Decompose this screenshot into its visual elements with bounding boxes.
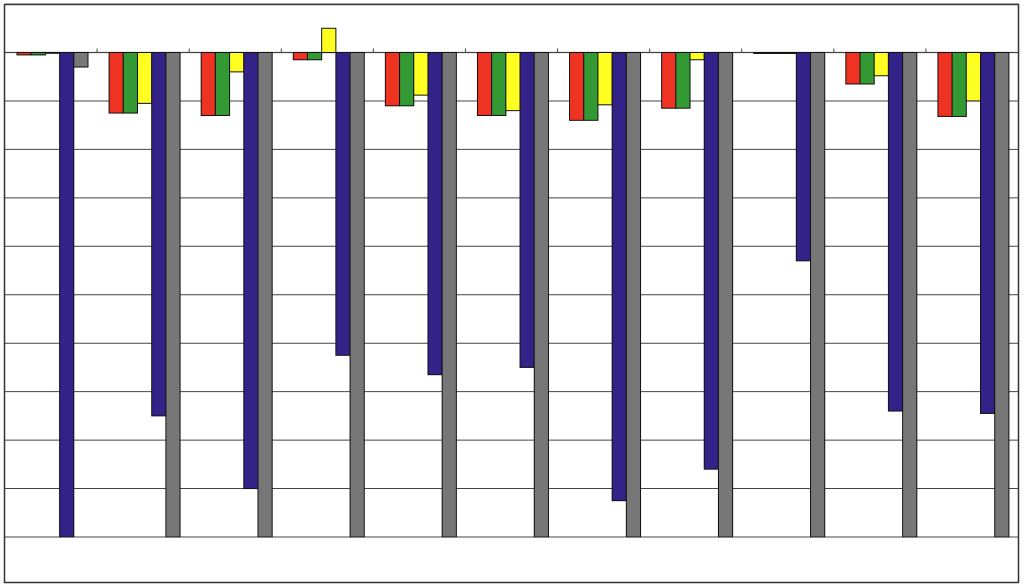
bar-4-series-2: [306, 52, 323, 61]
bar-2-series-2: [122, 52, 138, 114]
bar-8-series-5: [717, 52, 734, 538]
bar-4-series-3: [321, 27, 337, 53]
bar-9-series-3: [781, 52, 797, 54]
bar-7-series-2: [583, 52, 599, 121]
bar-7-series-3: [597, 52, 613, 106]
bar-6-series-4: [519, 52, 535, 368]
bar-8-series-2: [675, 52, 691, 109]
bar-5-series-1: [384, 52, 401, 107]
bar-11-series-3: [965, 52, 982, 102]
bar-7-series-5: [625, 52, 642, 538]
bar-1-series-5: [73, 52, 89, 68]
bar-5-series-5: [441, 52, 457, 538]
bar-11-series-2: [951, 52, 967, 117]
bars: [16, 27, 1010, 538]
bar-5-series-4: [427, 52, 443, 376]
bar-8-series-1: [661, 52, 677, 109]
bar-4-series-5: [349, 52, 365, 538]
bar-10-series-5: [902, 52, 918, 538]
bar-6-series-1: [476, 52, 493, 116]
bar-4-series-4: [335, 52, 351, 356]
bar-4-series-1: [292, 52, 308, 61]
bar-2-series-3: [136, 52, 153, 104]
bar-3-series-1: [200, 52, 216, 116]
category-ticks: [96, 48, 927, 53]
bar-3-series-4: [243, 52, 259, 490]
bar-6-series-5: [533, 52, 549, 538]
bar-6-series-3: [505, 52, 521, 112]
bar-2-series-1: [108, 52, 124, 114]
bar-10-series-3: [873, 52, 889, 77]
bar-11-series-1: [937, 52, 953, 117]
bar-5-series-2: [399, 52, 415, 107]
bar-9-series-2: [767, 52, 783, 54]
bar-1-series-2: [30, 52, 46, 56]
bar-9-series-1: [753, 52, 769, 54]
bar-8-series-3: [689, 52, 705, 61]
bar-1-series-3: [44, 52, 61, 54]
bar-7-series-1: [569, 52, 585, 121]
bar-8-series-4: [703, 52, 719, 470]
bar-10-series-2: [859, 52, 875, 85]
bar-2-series-4: [151, 52, 167, 417]
bar-5-series-3: [413, 52, 429, 96]
bar-1-series-4: [59, 52, 75, 538]
bar-6-series-2: [491, 52, 507, 116]
bar-7-series-4: [611, 52, 627, 502]
bar-10-series-4: [887, 52, 904, 412]
bar-3-series-5: [257, 52, 273, 538]
bar-11-series-5: [994, 52, 1010, 538]
bar-10-series-1: [845, 52, 861, 85]
bar-11-series-4: [980, 52, 996, 414]
bar-2-series-5: [165, 52, 181, 538]
bar-9-series-4: [795, 52, 812, 262]
bar-3-series-3: [229, 52, 245, 73]
bar-1-series-1: [16, 52, 32, 56]
bar-9-series-5: [810, 52, 826, 538]
bar-3-series-2: [214, 52, 231, 116]
